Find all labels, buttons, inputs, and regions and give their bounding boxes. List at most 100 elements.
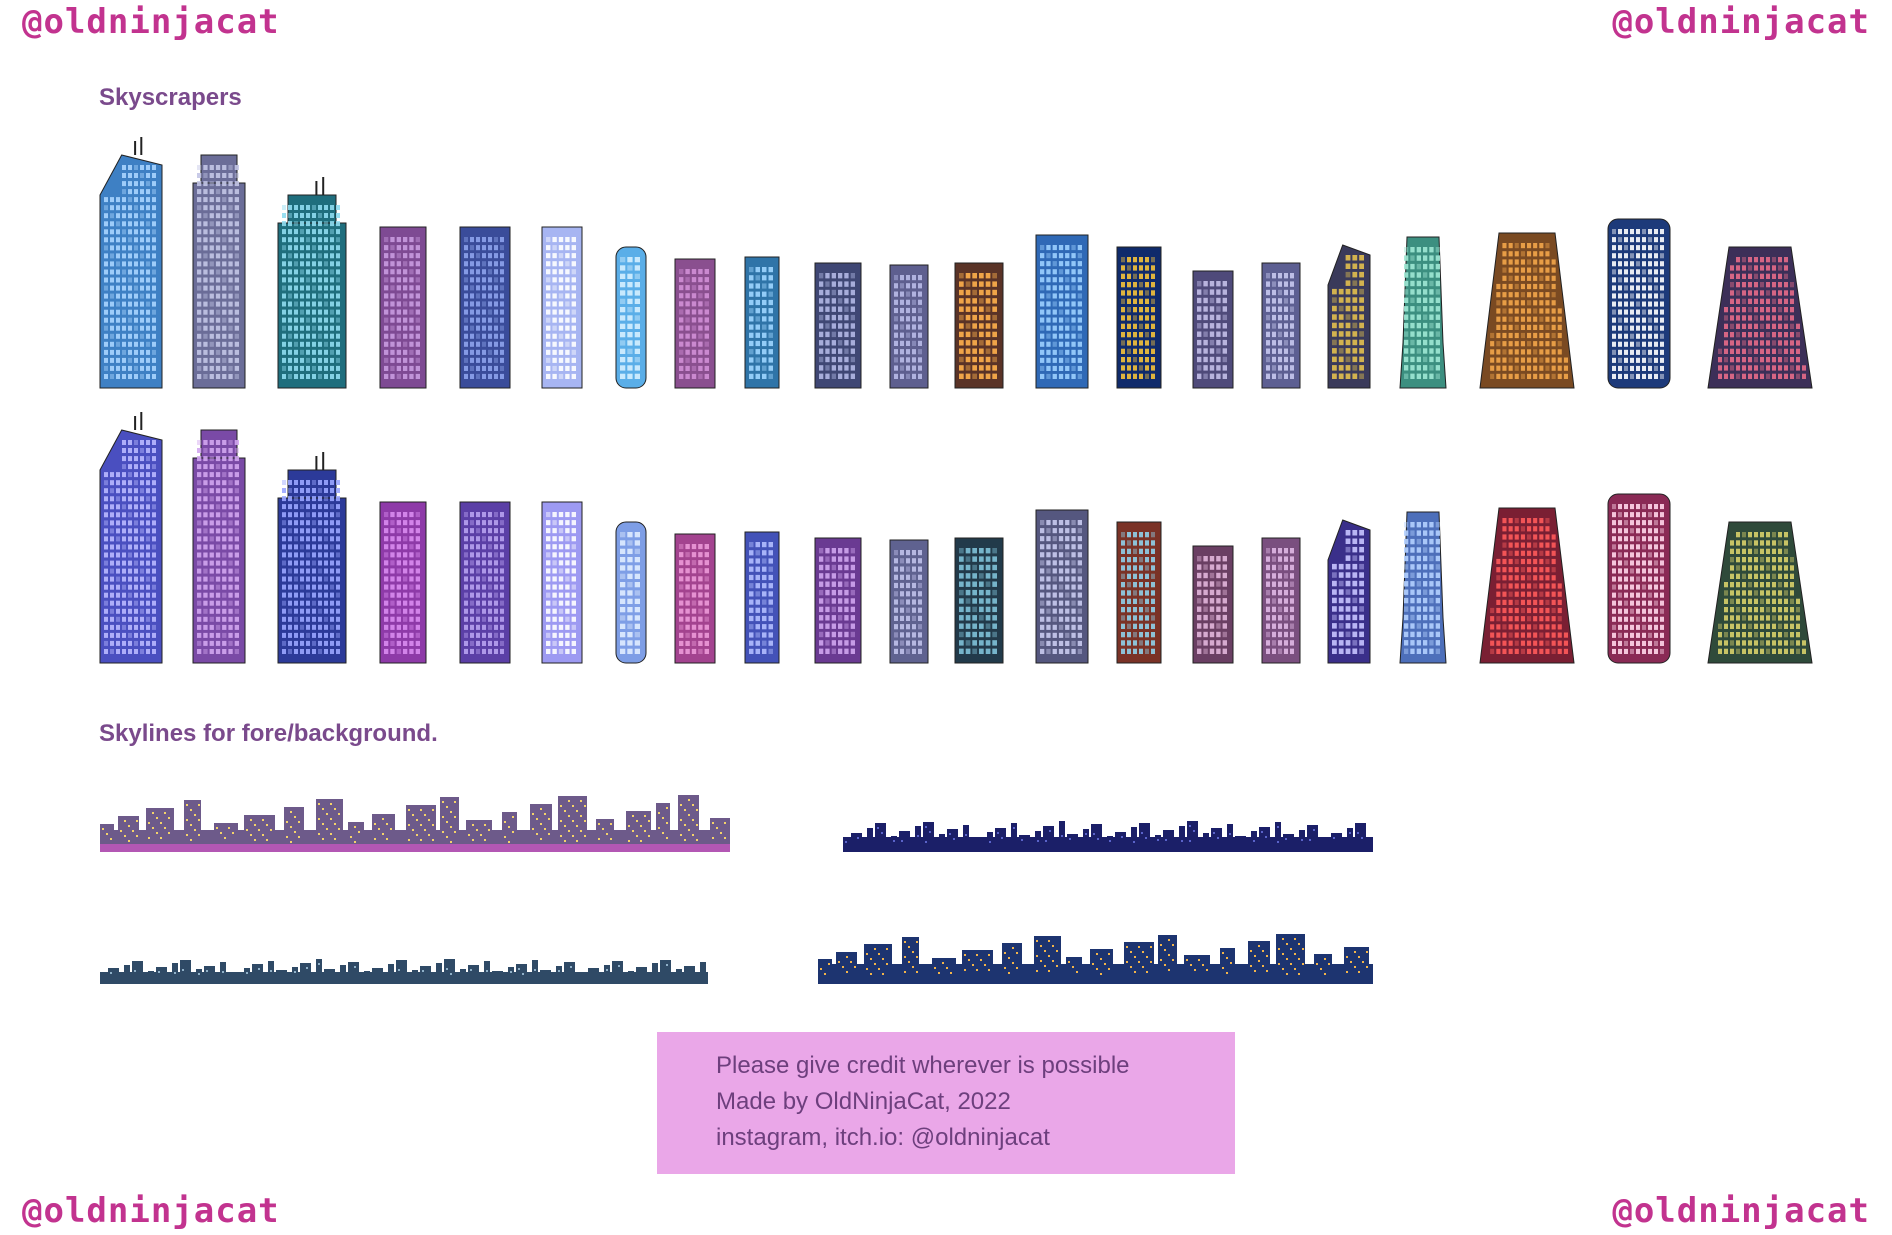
window-grid — [620, 257, 640, 379]
row-2-skyscraper-21 — [1707, 521, 1813, 664]
row-2-skyscraper-4 — [379, 501, 427, 664]
row-1-skyscraper-18 — [1399, 236, 1447, 389]
row-1-skyscraper-20 — [1607, 218, 1671, 389]
credit-box: Please give credit wherever is possible … — [657, 1032, 1235, 1174]
row-1-skyscraper-11 — [889, 264, 929, 389]
window-grid — [959, 273, 997, 379]
row-1-skyscraper-6 — [541, 226, 583, 389]
window-grid — [1490, 518, 1568, 654]
row-1-skyscraper-2 — [192, 154, 246, 389]
window-grid — [464, 512, 504, 654]
skylines-heading: Skylines for fore/background. — [99, 720, 438, 747]
skyline-slate-thin — [100, 959, 708, 984]
row-2-skyscraper-8 — [674, 533, 716, 664]
row-2-skyscraper-14 — [1116, 521, 1162, 664]
window-grid — [819, 548, 855, 654]
row-1-skyscraper-12 — [954, 262, 1004, 389]
row-2-skyscraper-5 — [459, 501, 511, 664]
row-2-skyscraper-3 — [277, 452, 347, 664]
window-grid — [1197, 281, 1227, 379]
window-grid — [1404, 522, 1440, 654]
row-2-skyscraper-16 — [1261, 537, 1301, 664]
skylines-group — [100, 795, 1373, 984]
skyscraper-row-1 — [99, 137, 1813, 389]
row-1-skyscraper-1 — [99, 137, 163, 389]
row-1-skyscraper-19 — [1479, 232, 1575, 389]
window-grid — [1266, 548, 1294, 654]
row-2-skyscraper-10 — [814, 537, 862, 664]
row-1-skyscraper-8 — [674, 258, 716, 389]
window-grid — [679, 544, 709, 654]
window-grid — [1121, 257, 1155, 379]
window-grid — [819, 273, 855, 379]
window-grid — [384, 512, 420, 654]
window-grid — [1490, 243, 1568, 379]
row-1-skyscraper-9 — [744, 256, 780, 389]
window-grid — [1040, 245, 1082, 379]
skyscrapers-heading: Skyscrapers — [99, 84, 242, 111]
window-grid — [1404, 247, 1440, 379]
window-grid — [894, 550, 922, 654]
row-1-skyscraper-17 — [1327, 244, 1371, 389]
window-grid — [546, 512, 576, 654]
row-1-skyscraper-16 — [1261, 262, 1301, 389]
row-2-skyscraper-19 — [1479, 507, 1575, 664]
window-grid — [679, 269, 709, 379]
window-grid — [282, 480, 340, 654]
window-grid — [894, 275, 922, 379]
skyscraper-row-2 — [99, 412, 1813, 664]
window-grid — [282, 205, 340, 379]
row-1-skyscraper-7 — [615, 246, 647, 389]
watermark-bottom-left: @oldninjacat — [22, 1191, 280, 1231]
credit-line-2: Made by OldNinjaCat, 2022 — [716, 1088, 1011, 1115]
window-grid — [749, 542, 773, 654]
row-2-skyscraper-7 — [615, 521, 647, 664]
credit-line-3: instagram, itch.io: @oldninjacat — [716, 1124, 1050, 1151]
window-grid — [464, 237, 504, 379]
row-2-skyscraper-13 — [1035, 509, 1089, 664]
window-grid — [959, 548, 997, 654]
watermark-top-right: @oldninjacat — [1612, 2, 1870, 42]
window-grid — [1197, 556, 1227, 654]
row-1-skyscraper-5 — [459, 226, 511, 389]
window-grid — [1718, 532, 1806, 654]
window-grid — [1612, 229, 1664, 379]
row-1-skyscraper-3 — [277, 177, 347, 389]
window-grid — [1040, 520, 1082, 654]
credit-line-1: Please give credit wherever is possible — [716, 1052, 1130, 1079]
row-2-skyscraper-15 — [1192, 545, 1234, 664]
window-grid — [1332, 255, 1364, 379]
row-2-skyscraper-12 — [954, 537, 1004, 664]
row-2-skyscraper-17 — [1327, 519, 1371, 664]
window-grid — [546, 237, 576, 379]
row-1-skyscraper-21 — [1707, 246, 1813, 389]
window-grid — [1121, 532, 1155, 654]
window-grid — [1612, 504, 1664, 654]
row-2-skyscraper-11 — [889, 539, 929, 664]
row-1-skyscraper-10 — [814, 262, 862, 389]
row-1-skyscraper-15 — [1192, 270, 1234, 389]
window-grid — [1266, 273, 1294, 379]
row-2-skyscraper-6 — [541, 501, 583, 664]
row-1-skyscraper-13 — [1035, 234, 1089, 389]
window-grid — [197, 165, 239, 379]
window-grid — [104, 440, 156, 654]
skyline-blue-large — [818, 934, 1373, 984]
row-2-skyscraper-18 — [1399, 511, 1447, 664]
row-2-skyscraper-1 — [99, 412, 163, 664]
row-1-skyscraper-4 — [379, 226, 427, 389]
row-1-skyscraper-14 — [1116, 246, 1162, 389]
window-grid — [620, 532, 640, 654]
row-2-skyscraper-9 — [744, 531, 780, 664]
window-grid — [749, 267, 773, 379]
watermark-bottom-right: @oldninjacat — [1612, 1191, 1870, 1231]
window-grid — [104, 165, 156, 379]
watermark-top-left: @oldninjacat — [22, 2, 280, 42]
window-grid — [384, 237, 420, 379]
window-grid — [1718, 257, 1806, 379]
row-2-skyscraper-2 — [192, 429, 246, 664]
window-grid — [1332, 530, 1364, 654]
skyline-navy-thin — [843, 821, 1373, 852]
window-grid — [197, 440, 239, 654]
